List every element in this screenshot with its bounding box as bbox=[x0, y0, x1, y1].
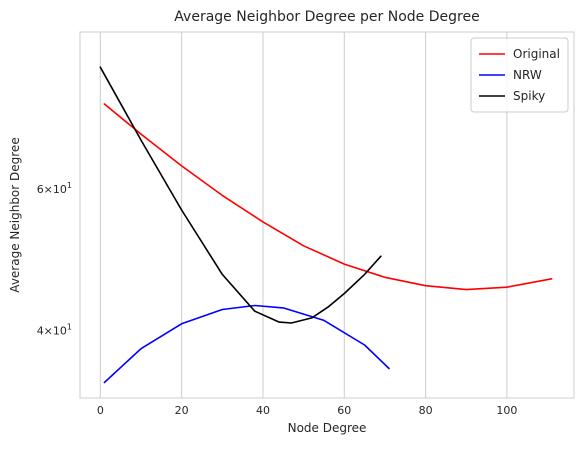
x-tick-label: 20 bbox=[175, 404, 189, 417]
x-axis-ticks: 0 20 40 60 80 100 bbox=[97, 404, 518, 417]
y-tick-label: 6×101 bbox=[37, 181, 72, 196]
x-tick-label: 40 bbox=[256, 404, 270, 417]
x-tick-label: 100 bbox=[496, 404, 517, 417]
y-axis-label: Average Neighbor Degree bbox=[8, 137, 22, 292]
legend-box bbox=[470, 37, 569, 113]
legend-label: Original bbox=[513, 47, 560, 61]
series-lines bbox=[99, 66, 553, 384]
grid-lines bbox=[99, 32, 508, 398]
x-tick-label: 80 bbox=[419, 404, 433, 417]
chart-title: Average Neighbor Degree per Node Degree bbox=[174, 9, 479, 25]
series-line-nrw bbox=[103, 304, 390, 384]
x-axis-label: Node Degree bbox=[288, 421, 367, 435]
series-line-spiky bbox=[99, 66, 382, 324]
x-tick-label: 60 bbox=[337, 404, 351, 417]
legend: Original NRW Spiky bbox=[470, 37, 569, 113]
x-tick-label: 0 bbox=[97, 404, 104, 417]
legend-label: Spiky bbox=[513, 89, 545, 103]
plot-frame bbox=[79, 31, 575, 399]
legend-label: NRW bbox=[513, 68, 542, 82]
series-line-original bbox=[103, 103, 553, 291]
y-axis-ticks: 4×101 6×101 bbox=[37, 181, 72, 338]
y-tick-label: 4×101 bbox=[37, 323, 72, 338]
